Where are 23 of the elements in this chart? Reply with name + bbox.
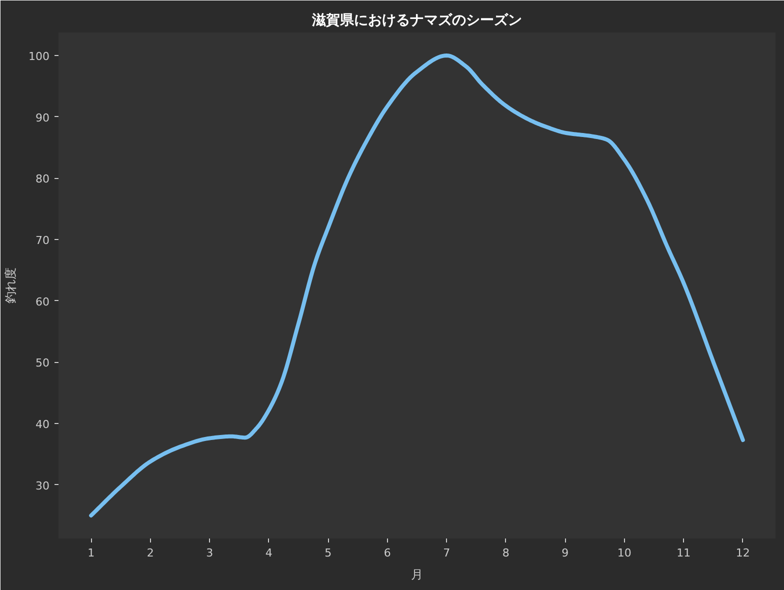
x-tick-label: 1	[88, 546, 95, 560]
x-tick-label: 11	[676, 546, 691, 560]
x-tick-label: 2	[146, 546, 154, 560]
y-tick-label: 50	[36, 356, 50, 370]
x-tick-label: 6	[384, 546, 391, 560]
x-tick-label: 3	[206, 546, 214, 560]
chart-title: 滋賀県におけるナマズのシーズン	[311, 12, 522, 28]
y-tick-label: 40	[36, 418, 50, 431]
x-tick-label: 9	[562, 546, 569, 560]
y-tick-label: 70	[36, 234, 50, 247]
y-tick-label: 100	[28, 50, 50, 63]
x-tick-label: 8	[502, 546, 510, 560]
x-tick-label: 10	[617, 546, 632, 560]
x-tick-label: 7	[443, 546, 450, 560]
y-tick-label: 30	[36, 479, 50, 492]
x-axis-title: 月	[411, 568, 423, 582]
y-tick-label: 90	[36, 111, 50, 124]
y-tick-label: 60	[36, 295, 50, 308]
y-axis-title: 釣れ度	[4, 268, 18, 304]
x-tick-label: 5	[324, 546, 332, 560]
x-tick-label: 12	[736, 546, 750, 560]
y-tick-label: 80	[36, 172, 50, 186]
x-tick-label: 4	[265, 546, 272, 560]
